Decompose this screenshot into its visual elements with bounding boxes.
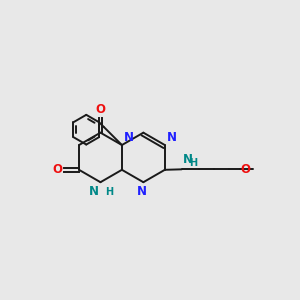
Text: O: O — [52, 163, 62, 176]
Text: N: N — [137, 185, 147, 198]
Text: N: N — [88, 185, 98, 198]
Text: H: H — [189, 158, 197, 168]
Text: O: O — [95, 103, 106, 116]
Text: N: N — [124, 130, 134, 144]
Text: H: H — [105, 187, 113, 197]
Text: O: O — [241, 163, 251, 176]
Text: N: N — [183, 153, 193, 166]
Text: N: N — [167, 130, 177, 144]
